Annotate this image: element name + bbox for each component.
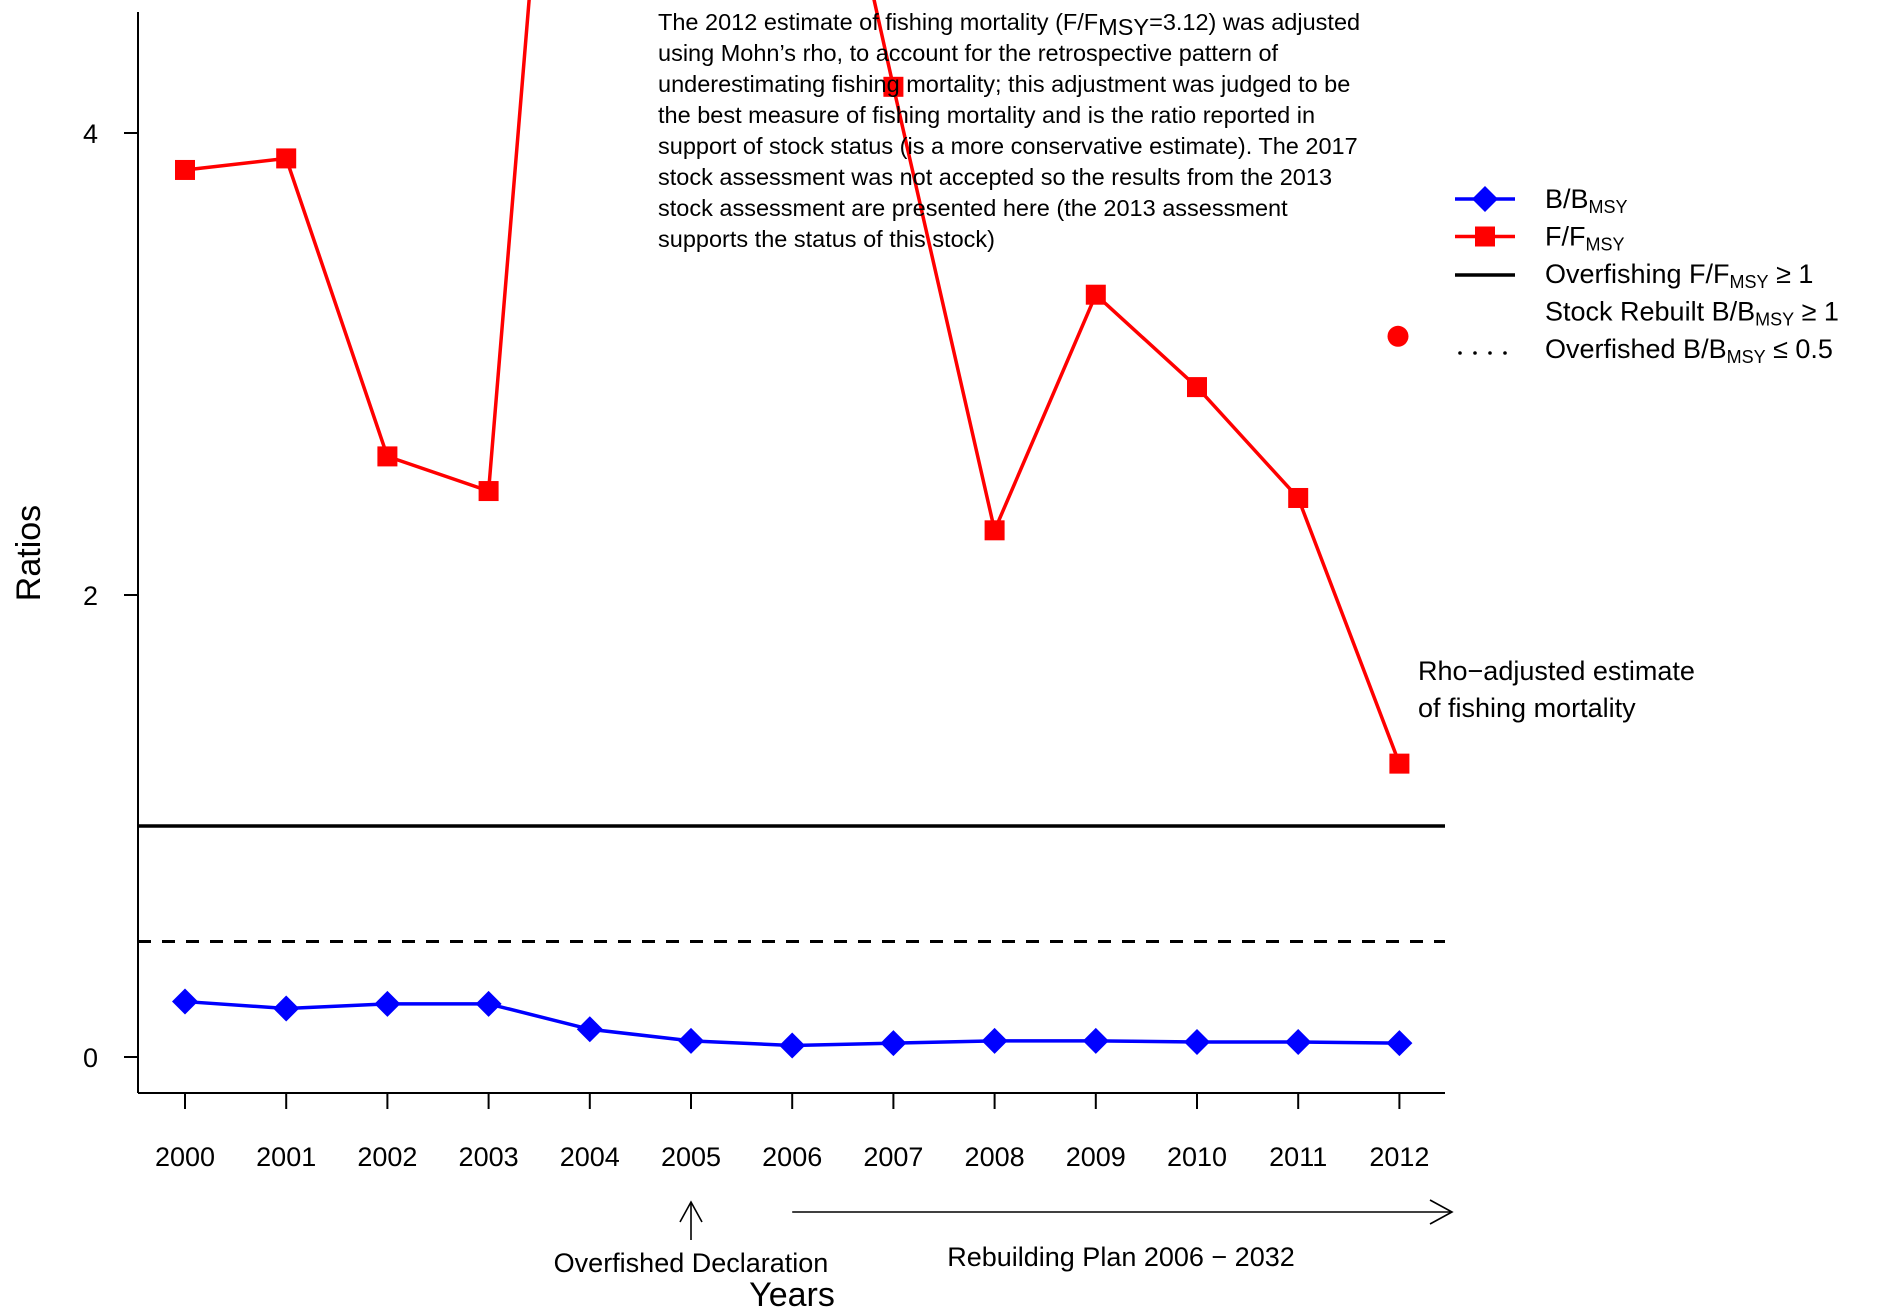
annotation-line: the best measure of fishing mortality an… — [658, 102, 1315, 128]
legend-item-b: B/BMSY — [1455, 184, 1628, 217]
y-ticks: 02468 — [83, 119, 138, 1073]
annotation-line: stock assessment was not accepted so the… — [658, 164, 1332, 190]
series-b-point — [1082, 1027, 1109, 1054]
series-b-point — [273, 995, 300, 1022]
annotation-line: The 2012 estimate of fishing mortality (… — [658, 9, 1360, 40]
overfished-arrow-head — [679, 1200, 703, 1223]
series-b — [172, 988, 1413, 1059]
rho-layer: Rho−adjusted estimate of fishing mortalit… — [1387, 325, 1695, 723]
x-tick-label: 2004 — [560, 1142, 620, 1172]
y-tick-label: 2 — [83, 581, 98, 611]
series-b-point — [172, 988, 198, 1015]
series-f — [175, 0, 1410, 774]
series-b-point — [1386, 1030, 1413, 1057]
x-tick-label: 2000 — [155, 1142, 215, 1172]
series-b-point — [1184, 1028, 1210, 1055]
legend-item-overfishing: Overfishing F/FMSY ≥ 1 — [1455, 259, 1813, 292]
x-tick-label: 2008 — [965, 1142, 1025, 1172]
legend-swatch-dot — [1473, 351, 1477, 355]
y-axis-title: Ratios — [10, 505, 48, 601]
annotation-line: stock assessment are presented here (the… — [658, 195, 1288, 221]
series-f-point — [478, 481, 499, 502]
series-layer — [172, 0, 1413, 1059]
legend-swatch-marker — [1475, 226, 1495, 247]
series-f-point — [883, 76, 904, 97]
series-f-point — [276, 148, 297, 169]
overfished-declaration-label: Overfished Declaration — [554, 1248, 829, 1278]
annotation-line: support of stock status (is a more conse… — [658, 133, 1358, 159]
legend-label: Overfished B/BMSY ≤ 0.5 — [1545, 334, 1833, 367]
series-b-point — [880, 1030, 907, 1057]
annotation-line: supports the status of this stock) — [658, 226, 995, 252]
rebuilding-arrow-head — [1429, 1199, 1454, 1225]
series-b-point — [678, 1027, 704, 1054]
rebuilding-plan-label: Rebuilding Plan 2006 − 2032 — [947, 1242, 1295, 1272]
series-f-point — [377, 446, 398, 467]
rho-label: Rho−adjusted estimate — [1418, 656, 1695, 686]
legend-label: Stock Rebuilt B/BMSY ≥ 1 — [1545, 297, 1839, 330]
legend-swatch-dot — [1503, 351, 1507, 355]
bottom-annotations: Overfished Declaration Rebuilding Plan 20… — [554, 1199, 1454, 1278]
series-f-point — [984, 520, 1005, 541]
series-b-point — [475, 990, 502, 1017]
legend-item-overfished: Overfished B/BMSY ≤ 0.5 — [1458, 334, 1833, 367]
legend-swatch-dot — [1458, 351, 1462, 355]
legend-item-f: F/FMSY — [1455, 222, 1625, 255]
rho-adjusted-point — [1387, 325, 1409, 347]
legend-item-rebuilt: Stock Rebuilt B/BMSY ≥ 1 — [1545, 297, 1839, 330]
x-tick-label: 2003 — [459, 1142, 519, 1172]
x-tick-label: 2012 — [1369, 1142, 1429, 1172]
x-tick-label: 2001 — [256, 1142, 316, 1172]
x-tick-label: 2010 — [1167, 1142, 1227, 1172]
y-tick-label: 4 — [83, 119, 98, 149]
legend-label: Overfishing F/FMSY ≥ 1 — [1545, 259, 1813, 292]
y-tick-label: 0 — [83, 1043, 98, 1073]
x-tick-label: 2006 — [762, 1142, 822, 1172]
x-tick-label: 2009 — [1066, 1142, 1126, 1172]
x-tick-label: 2002 — [357, 1142, 417, 1172]
legend-label: F/FMSY — [1545, 222, 1625, 255]
series-f-point — [1085, 284, 1106, 305]
series-f-point — [175, 159, 195, 180]
series-b-point — [576, 1016, 603, 1043]
annotation-line: underestimating fishing mortality; this … — [658, 71, 1350, 97]
x-tick-label: 2007 — [863, 1142, 923, 1172]
legend-swatch-marker — [1472, 186, 1498, 212]
x-tick-label: 2005 — [661, 1142, 721, 1172]
x-ticks: 2000 2001 2002 2003 2004 2005 2006 2007 2008 2009… — [155, 1093, 1429, 1172]
legend: B/BMSY F/FMSY Overfishing F/FMSY ≥ 1 Stock … — [1455, 184, 1839, 367]
series-b-point — [1285, 1028, 1312, 1055]
x-axis-title: Years — [749, 1276, 835, 1313]
series-f-point — [1389, 753, 1410, 774]
reference-lines — [138, 824, 1445, 943]
series-b-point — [981, 1027, 1008, 1054]
rho-label: of fishing mortality — [1418, 693, 1636, 723]
legend-label: B/BMSY — [1545, 184, 1628, 217]
x-tick-label: 2011 — [1269, 1142, 1327, 1172]
annotation-line: using Mohn’s rho, to account for the ret… — [658, 40, 1279, 66]
series-b-point — [374, 990, 401, 1017]
series-f-point — [1187, 377, 1207, 398]
series-f-point — [1288, 487, 1309, 508]
legend-swatch-dot — [1488, 351, 1492, 355]
series-b-point — [779, 1032, 806, 1059]
